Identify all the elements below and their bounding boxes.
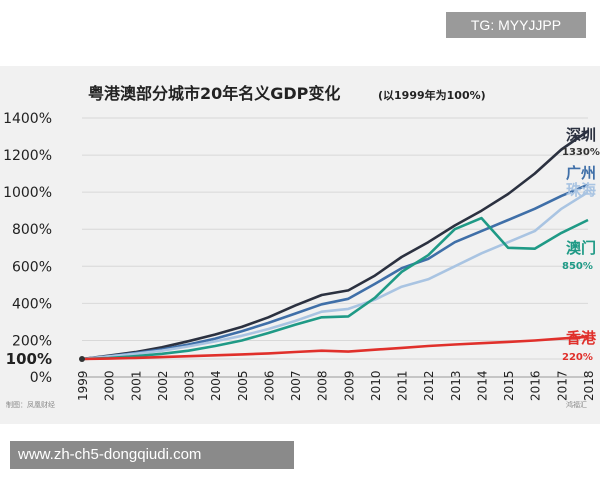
series-line-4	[81, 335, 589, 361]
x-tick-label: 2007	[289, 370, 303, 401]
series-name-label: 珠海	[566, 181, 596, 199]
x-tick-label: 2017	[555, 370, 569, 401]
x-tick-label: 2003	[183, 370, 197, 401]
x-tick-label: 2011	[396, 370, 410, 401]
y-axis-ticks: 0% 100%200% 400% 600% 800% 1000% 1200% 1400%	[3, 111, 52, 386]
x-tick-label: 2008	[316, 370, 330, 401]
x-tick-label: 2004	[209, 370, 223, 401]
series-end-value: 850%	[562, 261, 593, 272]
y-tick-label: 800%	[12, 222, 52, 238]
watermark-top: TG: MYYJJPP	[446, 12, 586, 38]
y-tick-label: 400%	[12, 296, 52, 312]
chart-title: 粤港澳部分城市20年名义GDP变化	[88, 84, 340, 103]
x-tick-label: 2009	[342, 370, 356, 401]
y-tick-label: 200%	[12, 333, 52, 349]
footer-left: 制图：凤凰财经	[6, 400, 55, 409]
x-tick-label: 2002	[156, 370, 170, 401]
y-tick-label: 600%	[12, 259, 52, 275]
x-tick-label: 1999	[76, 370, 90, 401]
series-line-1	[81, 183, 589, 361]
series-end-value: 220%	[562, 352, 593, 363]
y-tick-label: 1000%	[3, 185, 52, 201]
series-name-label: 深圳	[566, 126, 596, 144]
series-lines	[79, 129, 589, 362]
x-tick-label: 2001	[129, 370, 143, 401]
series-line-3	[81, 216, 589, 361]
x-tick-label: 2018	[582, 370, 596, 401]
y-tick-label: 0%	[30, 370, 52, 386]
x-tick-label: 2006	[262, 370, 276, 401]
series-name-label: 广州	[566, 164, 596, 182]
chart-subtitle: (以1999年为100%)	[378, 88, 486, 102]
origin-point	[79, 356, 85, 362]
series-name-label: 香港	[566, 329, 597, 347]
x-tick-label: 2010	[369, 370, 383, 401]
x-tick-label: 2015	[502, 370, 516, 401]
series-end-value: 1330%	[562, 147, 600, 158]
x-tick-label: 2014	[475, 370, 489, 401]
series-name-label: 澳门	[566, 239, 596, 257]
y-tick-label: 1200%	[3, 148, 52, 164]
footer-right: 鸿福汇	[566, 400, 587, 409]
x-tick-label: 2000	[103, 370, 117, 401]
watermark-bottom: www.zh-ch5-dongqiudi.com	[10, 441, 294, 469]
y-tick-label: 100%	[6, 350, 52, 368]
y-tick-label: 1400%	[3, 111, 52, 127]
x-tick-label: 2016	[529, 370, 543, 401]
x-tick-label: 2013	[449, 370, 463, 401]
series-line-0	[81, 129, 589, 361]
grid	[82, 117, 588, 378]
x-tick-label: 2005	[236, 370, 250, 401]
x-axis-ticks: 1999 2000 2001 2002 2003 2004 2005 2006 2007 2008…	[76, 370, 596, 401]
x-tick-label: 2012	[422, 370, 436, 401]
